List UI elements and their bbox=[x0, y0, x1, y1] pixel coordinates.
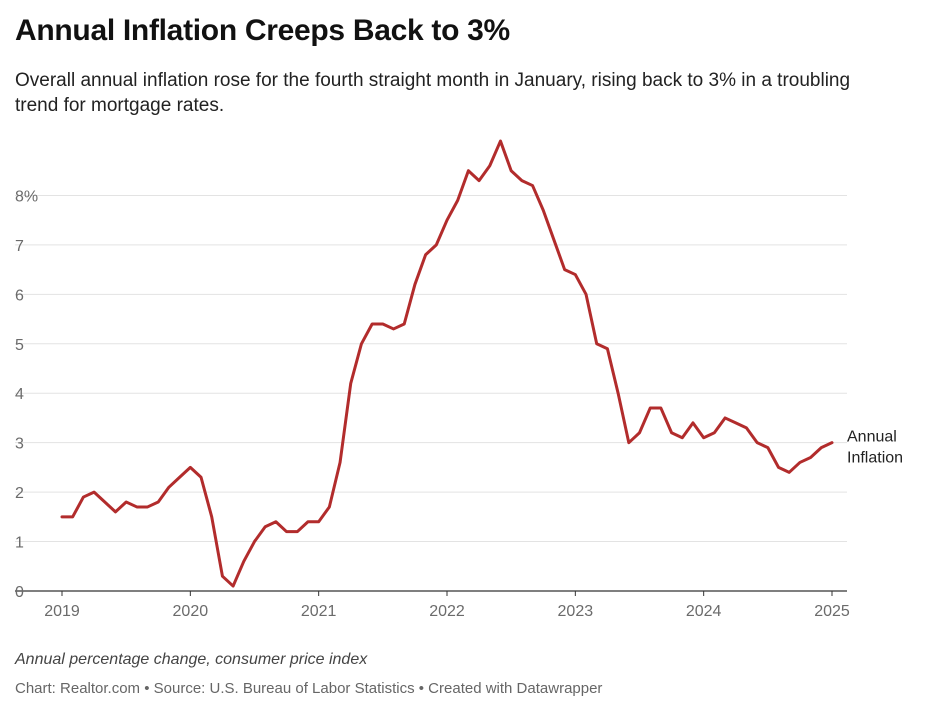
y-tick-label: 8% bbox=[15, 188, 38, 205]
chart-title: Annual Inflation Creeps Back to 3% bbox=[15, 14, 510, 47]
x-tick-label: 2023 bbox=[558, 603, 594, 620]
y-tick-label: 3 bbox=[15, 436, 24, 453]
y-tick-label: 7 bbox=[15, 238, 24, 255]
chart-subtitle: Overall annual inflation rose for the fo… bbox=[15, 70, 851, 116]
y-tick-label: 1 bbox=[15, 535, 24, 552]
x-tick-label: 2019 bbox=[44, 603, 80, 620]
y-tick-label: 0 bbox=[15, 584, 24, 601]
y-tick-label: 4 bbox=[15, 386, 24, 403]
y-tick-label: 5 bbox=[15, 337, 24, 354]
x-tick-label: 2021 bbox=[301, 603, 337, 620]
series-labels: Annual Inflation bbox=[847, 429, 903, 467]
x-tick-label: 2020 bbox=[173, 603, 209, 620]
y-tick-label: 6 bbox=[15, 287, 24, 304]
gridlines bbox=[15, 194, 847, 592]
x-tick-label: 2022 bbox=[429, 603, 465, 620]
x-axis-ticks: 2019 2020 2021 2022 2023 2024 2025 bbox=[44, 591, 850, 620]
series-layer bbox=[60, 139, 834, 588]
x-tick-label: 2024 bbox=[686, 603, 722, 620]
chart-note: Annual percentage change, consumer price… bbox=[15, 651, 368, 668]
x-tick-label: 2025 bbox=[814, 603, 850, 620]
series-label: Annual Inflation bbox=[847, 429, 903, 467]
chart-credits: Chart: Realtor.com • Source: U.S. Bureau… bbox=[15, 680, 603, 697]
y-tick-label: 2 bbox=[15, 485, 24, 502]
series-line bbox=[60, 139, 834, 588]
y-axis-ticks: 0 1 2 3 4 5 6 7 8% bbox=[15, 188, 38, 601]
